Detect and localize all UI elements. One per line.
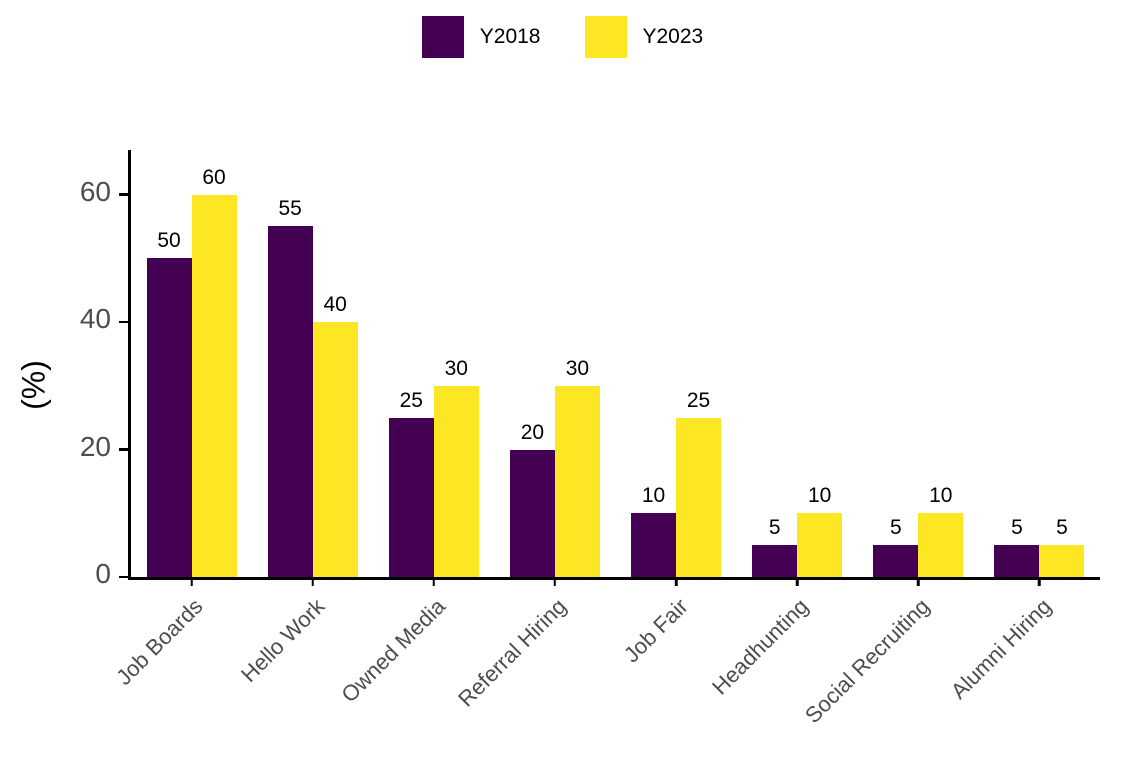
bar-y2023: [433, 385, 479, 577]
bar-with-label: 30: [433, 356, 479, 577]
bar-group-referral-hiring: 20 30 Referral Hiring: [453, 356, 600, 712]
x-tick-mark: [311, 577, 314, 586]
y-axis: 0 20 40 60: [80, 150, 1100, 588]
bar-with-label: 40: [312, 293, 358, 577]
bar-with-label: 10: [918, 484, 964, 577]
bar-group-job-fair: 10 25 Job Fair: [618, 388, 722, 667]
y-tick-label: 40: [79, 303, 111, 335]
bar-with-label: 20: [509, 420, 555, 577]
bar-with-label: 25: [388, 388, 434, 577]
bar-with-label: 30: [554, 356, 600, 577]
bar-group-alumni-hiring: 5 5 Alumni Hiring: [946, 516, 1085, 704]
y-tick-mark: [119, 575, 128, 579]
legend-swatch: [421, 16, 464, 58]
x-tick-mark: [917, 577, 920, 586]
y-tick-label: 60: [79, 175, 111, 207]
bar-value-label: 5: [768, 516, 781, 540]
y-tick-mark: [119, 320, 128, 324]
x-axis-label: Owned Media: [336, 593, 451, 708]
bar-with-label: 5: [873, 516, 919, 577]
bar-value-label: 10: [641, 484, 666, 508]
bar-value-label: 20: [520, 420, 545, 444]
bar-y2023: [191, 194, 237, 577]
bar-value-label: 60: [202, 165, 226, 189]
bar-value-label: 25: [686, 388, 711, 412]
bar-y2018: [631, 513, 677, 577]
bar-y2018: [509, 449, 555, 577]
bar-with-label: 5: [752, 516, 798, 577]
bar-value-label: 5: [889, 516, 902, 540]
bar-y2018: [994, 545, 1040, 577]
bar-y2018: [146, 258, 192, 577]
bar-value-label: 5: [1011, 516, 1023, 540]
x-axis-label: Job Boards: [111, 593, 208, 690]
bar-y2018: [873, 545, 919, 577]
bar-y2018: [752, 545, 798, 577]
x-axis-label: Alumni Hiring: [945, 593, 1056, 704]
bar-value-label: 10: [929, 484, 953, 508]
bar-group-owned-media: 25 30 Owned Media: [336, 356, 479, 707]
bar-y2023: [797, 513, 843, 577]
x-tick-mark: [432, 577, 436, 586]
bar-groups: 50 60 Job Boards 55 40 Hello Work 25 30 Owned Me…: [111, 150, 1100, 728]
y-tick-label: 20: [79, 430, 111, 462]
bar-value-label: 25: [399, 388, 423, 412]
bar-y2018: [267, 226, 313, 577]
y-axis-title: (%): [15, 360, 52, 410]
chart-legend: Y2018 Y2023: [0, 16, 1125, 58]
bar-y2023: [1039, 545, 1085, 577]
legend-swatch: [584, 16, 627, 58]
bar-value-label: 5: [1056, 516, 1068, 540]
legend-label: Y2018: [479, 25, 541, 48]
x-axis-label: Headhunting: [707, 593, 814, 700]
bar-value-label: 40: [323, 293, 347, 317]
bar-with-label: 60: [191, 165, 237, 577]
bar-with-label: 5: [994, 516, 1040, 577]
x-axis-label: Hello Work: [235, 593, 329, 688]
bar-value-label: 50: [157, 229, 181, 253]
x-axis-label: Referral Hiring: [453, 593, 572, 712]
bar-y2018: [388, 417, 434, 577]
bar-group-hello-work: 55 40 Hello Work: [235, 197, 358, 687]
bar-y2023: [676, 417, 722, 577]
x-axis-label: Job Fair: [618, 593, 693, 668]
x-tick-mark: [1038, 577, 1041, 586]
legend-item: Y2023: [584, 16, 704, 58]
y-tick-mark: [119, 448, 128, 451]
x-tick-mark: [674, 577, 678, 586]
bar-with-label: 10: [797, 484, 843, 577]
bar-y2023: [312, 322, 358, 577]
legend-item: Y2018: [421, 16, 541, 58]
bar-y2023: [918, 513, 964, 577]
bar-with-label: 55: [267, 197, 313, 577]
bar-value-label: 55: [278, 197, 302, 221]
y-tick-mark: [119, 193, 128, 196]
bar-group-headhunting: 5 10 Headhunting: [708, 484, 843, 699]
bar-with-label: 10: [631, 484, 677, 577]
legend-label: Y2023: [642, 25, 704, 48]
bar-y2023: [554, 385, 600, 577]
bar-value-label: 30: [565, 356, 590, 380]
x-tick-mark: [553, 577, 557, 586]
x-tick-mark: [795, 577, 799, 586]
bar-with-label: 25: [676, 388, 722, 577]
bar-with-label: 50: [146, 229, 192, 577]
x-tick-mark: [190, 577, 193, 586]
bar-group-social-recruiting: 5 10 Social Recruiting: [800, 484, 964, 728]
y-tick-label: 0: [95, 558, 111, 589]
bar-with-label: 5: [1039, 516, 1085, 577]
plot-area: 0 20 40 60 50 60 Job Boards 55 40 Hello Work 25 30…: [80, 150, 1100, 728]
bar-group-job-boards: 50 60 Job Boards: [111, 165, 237, 690]
bar-value-label: 10: [808, 484, 832, 508]
x-axis-label: Social Recruiting: [800, 593, 935, 728]
bar-value-label: 30: [444, 356, 468, 380]
